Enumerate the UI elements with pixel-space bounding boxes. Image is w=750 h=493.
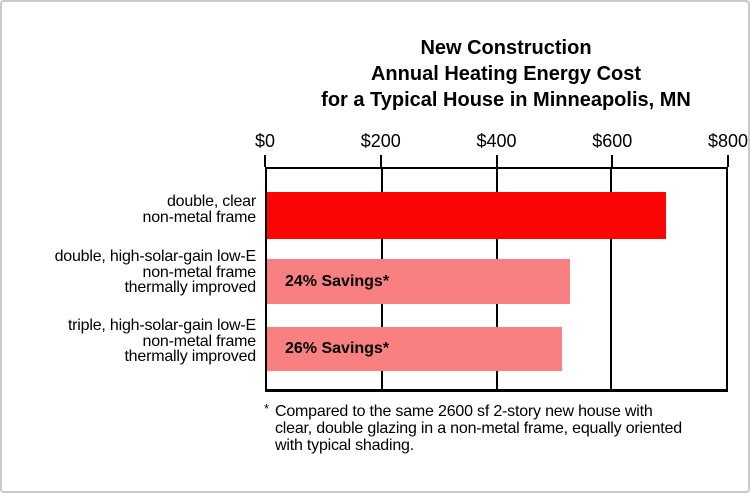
category-label-line: non-metal frame — [142, 332, 257, 350]
x-axis-tick-mark — [264, 155, 266, 167]
x-axis: $0 $200 $400 $600 $800 — [255, 130, 748, 167]
chart-title-line: New Construction — [420, 37, 592, 59]
category-label-line: thermally improved — [124, 279, 256, 296]
x-axis-tick-label: $400 — [476, 131, 517, 151]
x-axis-tick-mark — [611, 155, 614, 167]
gridline-600 — [610, 169, 613, 389]
x-axis-tick-mark — [495, 155, 498, 167]
bar-savings-label: 26% Savings* — [285, 340, 390, 357]
footnote-line: Compared to the same 2600 sf 2-story new… — [275, 403, 653, 420]
category-label-double-clear: double, clear non-metal frame — [2, 193, 257, 226]
x-axis-tick-label: $800 — [707, 131, 749, 151]
bar-savings-label: 24% Savings* — [285, 272, 390, 290]
category-label-line: non-metal frame — [142, 263, 257, 281]
category-label-line: double, clear — [166, 193, 256, 210]
chart-title-line: for a Typical House in Minneapolis, MN — [321, 89, 691, 111]
footnote-asterisk: * — [264, 401, 270, 416]
chart-title-line: Annual Heating Energy Cost — [370, 63, 642, 85]
category-label-line: thermally improved — [124, 348, 256, 365]
category-label-line: double, high-solar-gain low-E — [54, 248, 257, 265]
bar-double-lowe: 24% Savings* — [267, 259, 570, 304]
bar-triple-lowe: 26% Savings* — [267, 327, 562, 371]
category-label-line: triple, high-solar-gain low-E — [67, 317, 256, 334]
footnote: * Compared to the same 2600 sf 2-story n… — [264, 401, 745, 454]
footnote-line: with typical shading. — [275, 437, 414, 454]
x-axis-tick-label: $0 — [254, 131, 276, 151]
x-axis-tick-mark — [727, 155, 729, 167]
plot-area: 24% Savings* 26% Savings* — [265, 167, 728, 392]
category-label-line: non-metal frame — [142, 208, 257, 226]
x-axis-tick-label: $200 — [360, 131, 401, 151]
bar-double-clear — [267, 192, 666, 239]
category-label-double-lowe: double, high-solar-gain low-E non-metal … — [2, 248, 257, 296]
x-axis-tick-mark — [379, 155, 382, 167]
x-axis-tick-label: $600 — [592, 131, 633, 151]
footnote-line: clear, double glazing in a non-metal fra… — [275, 420, 682, 437]
chart-title: New Construction Annual Heating Energy C… — [270, 35, 742, 113]
category-label-triple-lowe: triple, high-solar-gain low-E non-metal … — [2, 318, 256, 365]
